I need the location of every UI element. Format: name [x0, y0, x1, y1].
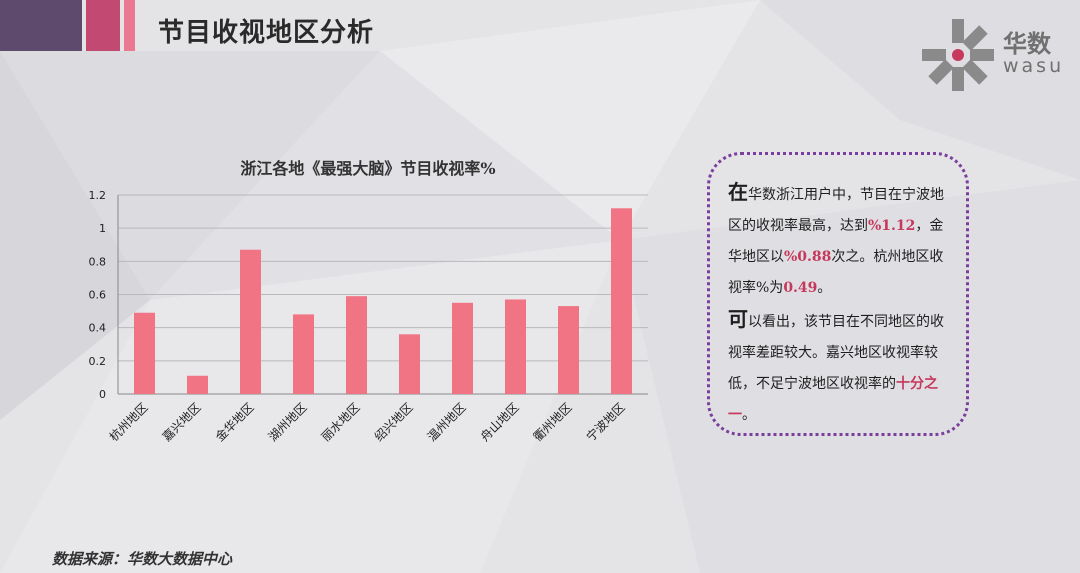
y-tick-label: 0.8 [89, 255, 107, 268]
bar [346, 296, 367, 394]
analysis-paragraph-2: 可以看出，该节目在不同地区的收视率差距较大。嘉兴地区收视率较低，不足宁波地区收视… [728, 307, 944, 423]
x-tick-label: 杭州地区 [106, 400, 151, 445]
logo-text-en: wasu [1003, 55, 1065, 77]
bar [134, 312, 155, 394]
y-tick-label: 0 [99, 388, 106, 401]
y-tick-label: 0.2 [89, 355, 107, 368]
y-tick-label: 1 [99, 222, 106, 235]
x-tick-label: 温州地区 [425, 400, 469, 444]
bar [505, 299, 526, 394]
wasu-logo-icon [922, 19, 994, 91]
chart-title: 浙江各地《最强大脑》节目收视率% [240, 159, 496, 178]
x-tick-label: 舟山地区 [478, 400, 522, 444]
x-tick-label: 绍兴地区 [372, 400, 416, 444]
bar [293, 314, 314, 394]
y-tick-label: 0.6 [89, 289, 107, 302]
logo-text-cn: 华数 [1003, 30, 1051, 58]
bar [399, 334, 420, 394]
analysis-paragraph-1: 在华数浙江用户中，节目在宁波地区的收视率最高，达到%1.12，金华地区以%0.8… [728, 180, 944, 296]
data-source-note: 数据来源：华数大数据中心 [52, 550, 233, 568]
x-tick-label: 金华地区 [212, 400, 257, 445]
bar [240, 249, 261, 394]
bar [452, 302, 473, 394]
header-accent-light [124, 0, 135, 51]
x-tick-label: 湖州地区 [265, 400, 310, 445]
y-tick-label: 0.4 [89, 322, 107, 335]
x-tick-label: 衢州地区 [531, 400, 575, 444]
page-title: 节目收视地区分析 [158, 18, 375, 48]
bar [187, 375, 208, 394]
analysis-text-box: 在华数浙江用户中，节目在宁波地区的收视率最高，达到%1.12，金华地区以%0.8… [707, 152, 969, 436]
bar [558, 306, 579, 394]
x-tick-label: 丽水地区 [319, 400, 363, 444]
x-tick-label: 嘉兴地区 [160, 400, 204, 444]
y-tick-label: 1.2 [89, 189, 107, 202]
header-accent-mid [86, 0, 120, 51]
header-accent-dark [0, 0, 82, 51]
bar [611, 208, 632, 394]
x-tick-label: 宁波地区 [583, 400, 628, 445]
